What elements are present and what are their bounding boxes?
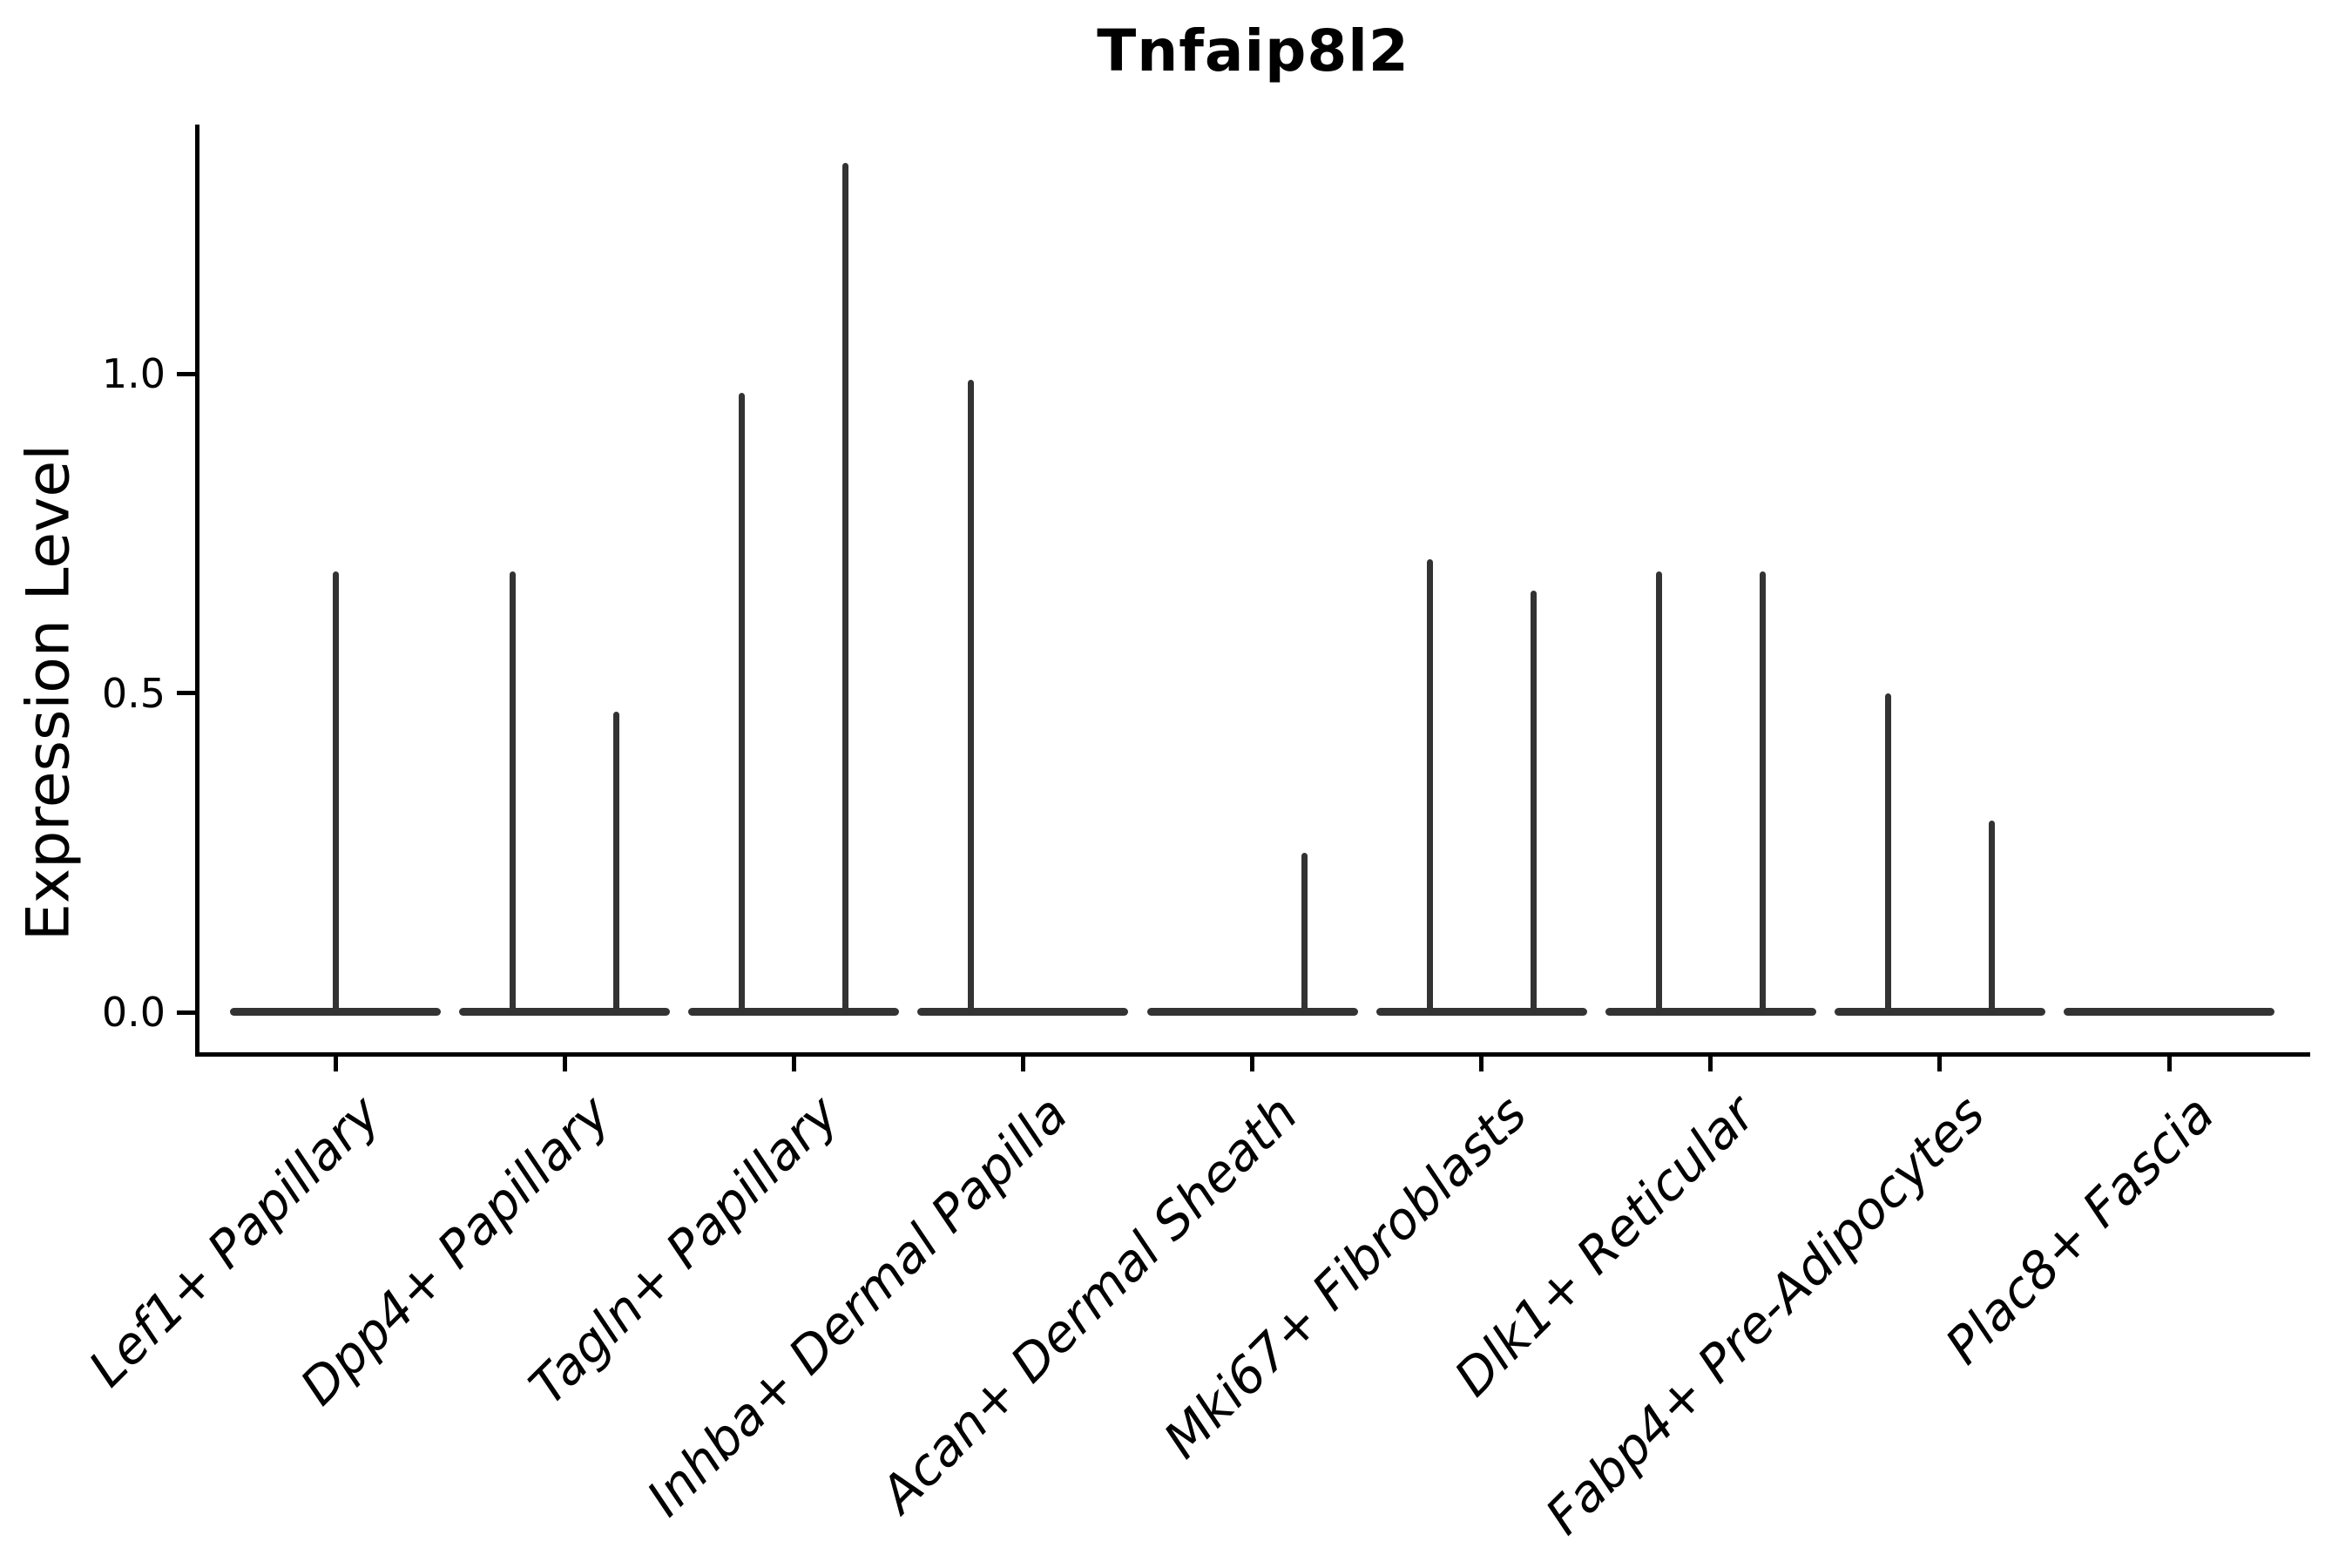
y-tick — [177, 1010, 196, 1015]
violin-spike — [968, 380, 975, 1015]
violin-spike — [1884, 693, 1891, 1015]
x-tick — [562, 1052, 567, 1071]
violin-base — [1375, 1008, 1587, 1016]
violin-spike — [1988, 821, 1995, 1015]
y-tick-label: 0.5 — [101, 669, 166, 717]
violin-spike — [510, 571, 517, 1015]
plot-title: Tnfaip8l2 — [1097, 17, 1409, 84]
violin-spike — [842, 163, 849, 1015]
violin-base — [1146, 1008, 1358, 1016]
violin-spike — [1530, 591, 1537, 1015]
y-axis-spine — [195, 125, 199, 1057]
violin-base — [2064, 1008, 2274, 1016]
violin-base — [459, 1008, 671, 1016]
x-tick — [1250, 1052, 1254, 1071]
y-tick — [177, 691, 196, 695]
violin-spike — [739, 392, 746, 1015]
violin-spike — [332, 571, 339, 1015]
y-tick-label: 0.0 — [101, 989, 166, 1036]
violin-base — [1605, 1008, 1816, 1016]
violin-base — [1834, 1008, 2045, 1016]
x-tick — [2166, 1052, 2172, 1071]
x-tick-label: Acan+ Dermal Sheath — [868, 1084, 1309, 1524]
x-tick — [1479, 1052, 1484, 1071]
x-tick — [333, 1052, 338, 1071]
x-tick-label: Inhba+ Dermal Papilla — [635, 1084, 1079, 1528]
violin-base — [917, 1008, 1129, 1016]
violin-spike — [1301, 852, 1308, 1015]
x-tick — [1937, 1052, 1943, 1071]
x-tick — [791, 1052, 796, 1071]
x-tick — [1708, 1052, 1713, 1071]
x-tick — [1020, 1052, 1025, 1071]
violin-base — [688, 1008, 900, 1016]
x-tick-label: Fabp4+ Pre-Adipocytes — [1534, 1084, 1997, 1546]
y-tick-label: 1.0 — [101, 350, 166, 397]
violin-spike — [1426, 558, 1433, 1015]
violin-spike — [613, 712, 620, 1015]
violin-spike — [1759, 571, 1766, 1015]
violin-spike — [1655, 571, 1662, 1015]
y-tick — [177, 371, 196, 376]
